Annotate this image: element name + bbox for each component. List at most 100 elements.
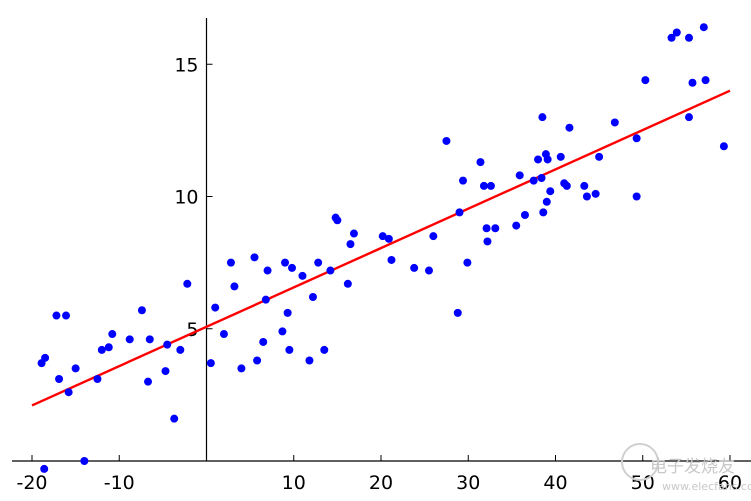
data-point xyxy=(278,327,287,336)
data-point xyxy=(346,240,355,249)
data-point xyxy=(684,113,693,122)
data-point xyxy=(298,271,307,280)
x-tick-label: 10 xyxy=(282,472,306,494)
data-point xyxy=(52,311,61,320)
data-point xyxy=(333,216,342,225)
watermark-text: 电子发烧友 xyxy=(650,457,735,477)
data-point xyxy=(387,255,396,264)
data-point xyxy=(144,377,153,386)
data-point xyxy=(305,356,314,365)
data-point xyxy=(632,192,641,201)
data-point xyxy=(556,152,565,161)
data-point xyxy=(237,364,246,373)
y-tick-label: 15 xyxy=(174,54,198,76)
data-point xyxy=(410,263,419,272)
data-point xyxy=(699,23,708,32)
data-point xyxy=(93,375,102,384)
watermark-logo: 电子发烧友 www.elecfans.com xyxy=(621,443,751,493)
data-point xyxy=(546,187,555,196)
data-point xyxy=(537,173,546,182)
data-point xyxy=(543,155,552,164)
fit-line-group xyxy=(31,89,731,407)
data-point xyxy=(230,282,239,291)
data-point xyxy=(283,308,292,317)
data-point xyxy=(104,343,113,352)
data-point xyxy=(479,181,488,190)
data-point xyxy=(424,266,433,275)
data-point xyxy=(161,367,170,376)
data-point xyxy=(55,375,64,384)
x-tick-label: 20 xyxy=(369,472,393,494)
data-point xyxy=(40,464,49,473)
fit-line xyxy=(31,89,731,407)
data-point xyxy=(476,158,485,167)
y-tick-label: 5 xyxy=(186,319,198,341)
data-point xyxy=(512,221,521,230)
data-point xyxy=(261,295,270,304)
data-point xyxy=(459,176,468,185)
data-point xyxy=(539,208,548,217)
data-points xyxy=(37,23,728,473)
data-point xyxy=(349,229,358,238)
x-tick-label: 30 xyxy=(456,472,480,494)
data-point xyxy=(486,181,495,190)
data-point xyxy=(491,224,500,233)
data-point xyxy=(534,155,543,164)
data-point xyxy=(285,345,294,354)
data-point xyxy=(483,237,492,246)
y-tick-label: 10 xyxy=(174,187,198,209)
data-point xyxy=(562,181,571,190)
data-point xyxy=(163,340,172,349)
data-point xyxy=(582,192,591,201)
data-point xyxy=(632,134,641,143)
data-point xyxy=(701,76,710,85)
data-point xyxy=(591,189,600,198)
data-point xyxy=(206,359,215,368)
data-point xyxy=(41,353,50,362)
data-point xyxy=(542,197,551,206)
data-point xyxy=(226,258,235,267)
data-point xyxy=(384,234,393,243)
data-point xyxy=(97,345,106,354)
data-point xyxy=(308,293,317,302)
data-point xyxy=(688,78,697,87)
data-point xyxy=(259,337,268,346)
data-point xyxy=(288,263,297,272)
data-point xyxy=(538,113,547,122)
data-point xyxy=(281,258,290,267)
data-point xyxy=(320,345,329,354)
data-point xyxy=(176,345,185,354)
data-point xyxy=(667,33,676,42)
data-point xyxy=(62,311,71,320)
data-point xyxy=(442,136,451,145)
data-point xyxy=(145,335,154,344)
data-point xyxy=(137,306,146,315)
data-point xyxy=(326,266,335,275)
data-point xyxy=(219,330,228,339)
data-point xyxy=(80,457,89,465)
data-point xyxy=(595,152,604,161)
data-point xyxy=(641,76,650,85)
data-point xyxy=(64,388,73,397)
data-point xyxy=(263,266,272,275)
data-point xyxy=(183,279,192,288)
x-tick-label: 40 xyxy=(543,472,567,494)
data-point xyxy=(684,33,693,42)
data-point xyxy=(515,171,524,180)
data-point xyxy=(463,258,472,267)
watermark-url: www.elecfans.com xyxy=(662,480,751,493)
data-point xyxy=(170,414,179,423)
data-point xyxy=(343,279,352,288)
data-point xyxy=(719,142,728,151)
x-tick-label: -10 xyxy=(104,472,135,494)
data-point xyxy=(125,335,134,344)
x-tick-label: 60 xyxy=(718,472,742,494)
data-point xyxy=(565,123,574,132)
data-point xyxy=(253,356,262,365)
data-point xyxy=(211,303,220,312)
data-point xyxy=(610,118,619,127)
data-point xyxy=(529,176,538,185)
data-point xyxy=(314,258,323,267)
